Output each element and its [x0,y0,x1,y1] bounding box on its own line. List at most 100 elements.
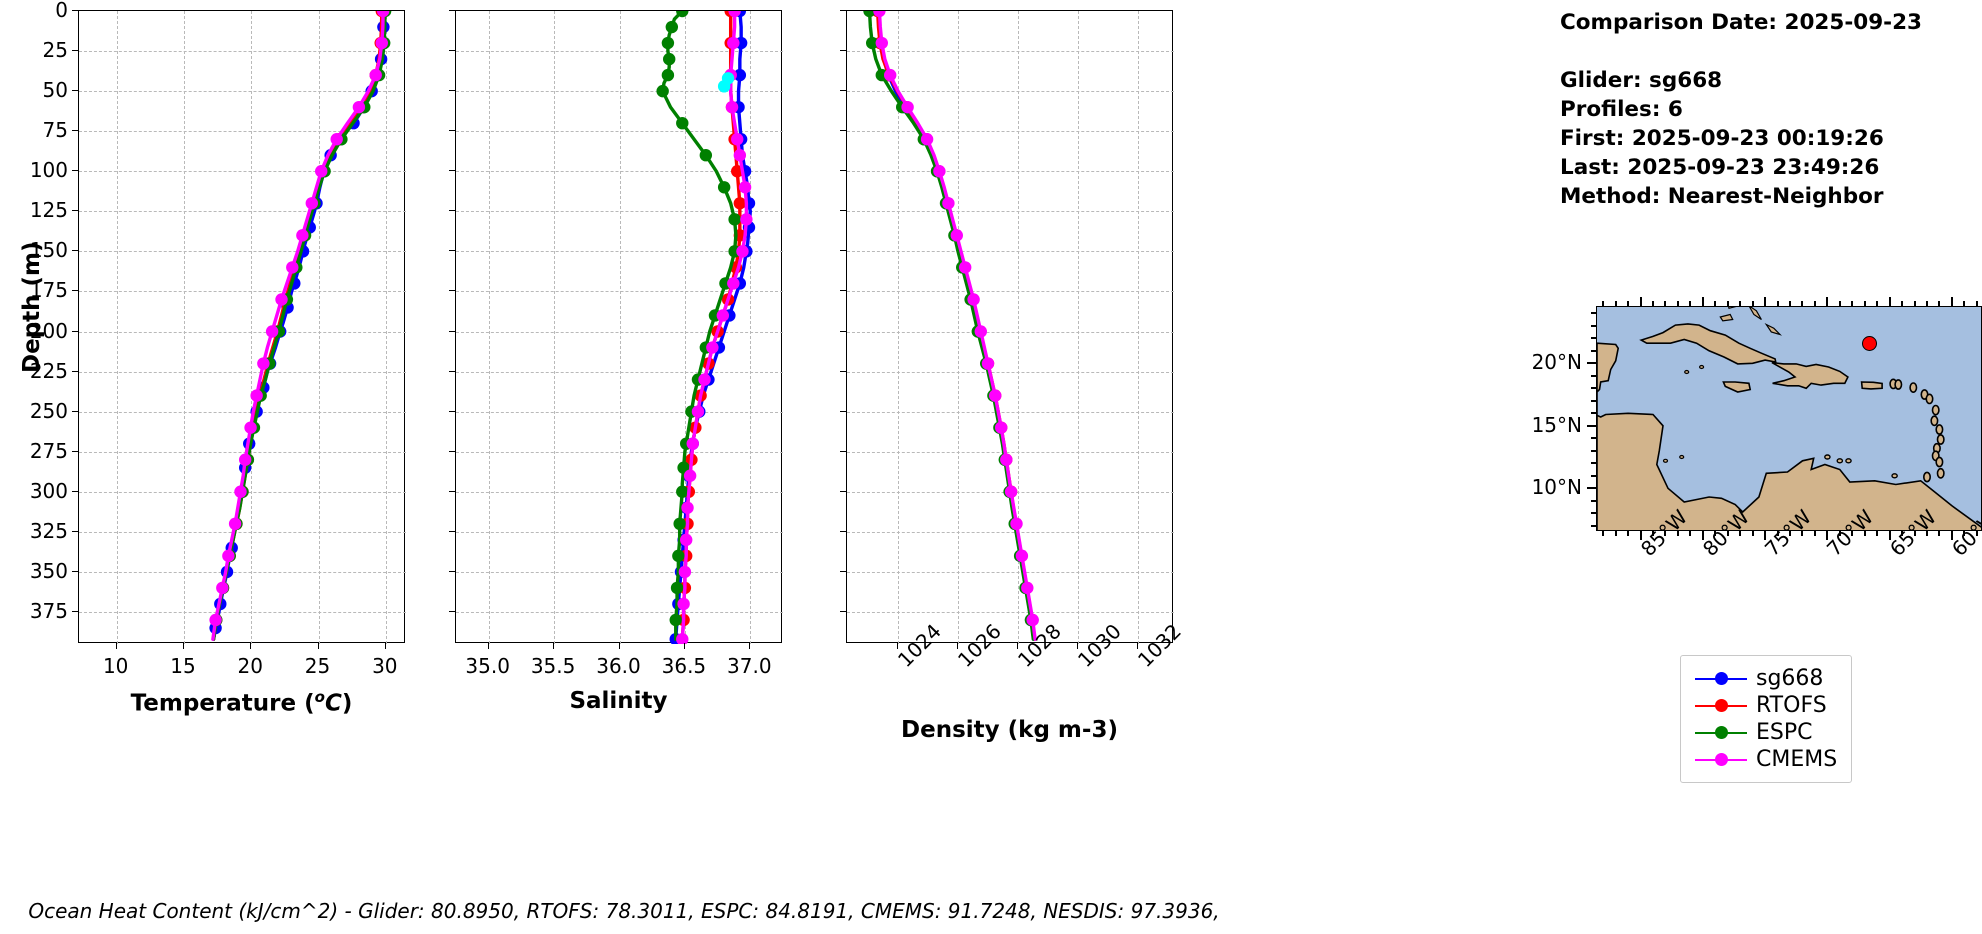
series-marker-cmems [216,581,229,595]
series-marker-cmems [733,149,747,162]
lesser-antilles-island [1925,393,1934,405]
lesser-antilles-island [1935,424,1944,435]
series-marker-espc [670,581,684,595]
y-tickmark [449,290,455,292]
series-line-espc [867,11,1036,641]
gridline-horizontal [456,91,783,93]
map-lon-minor-tickmark [1813,301,1816,306]
series-line-cmems [877,11,1037,641]
depth-axis-label: Depth (m) [19,241,45,373]
series-marker-espc [661,36,675,50]
series-marker-cmems [959,261,972,274]
series-marker-espc [676,116,689,130]
y-tick-label: 125 [29,198,68,223]
y-tick-label: 100 [29,158,68,183]
series-marker-cmems [1004,485,1018,498]
map-lon-minor-tickmark [1676,301,1679,306]
x-tick-label: 20 [237,654,263,678]
gridline-horizontal [847,451,1174,453]
gridline-horizontal [847,211,1174,213]
y-tick-label: 150 [29,238,68,263]
gridline-vertical [318,11,320,644]
y-tickmark [449,610,455,612]
y-tickmark [449,370,455,372]
y-tickmark [840,10,846,11]
gridline-horizontal [79,611,406,613]
map-lon-minor-tickmark [1627,301,1630,306]
y-tick-label: 200 [29,318,68,343]
series-marker-sg668 [733,68,747,82]
map-lon-minor-tickmark [1751,531,1754,536]
map-lon-minor-tickmark [1602,531,1605,536]
series-marker-cmems [681,501,694,514]
map-lon-minor-tickmark [1901,531,1904,536]
x-tick-label: 35.0 [465,654,510,678]
map-lat-tickmark [1587,424,1596,427]
map-lon-tickmark [1639,297,1642,306]
series-marker-cmems [736,245,749,258]
profile-plot-area [209,11,392,641]
y-tick-label: 250 [29,398,68,423]
map-lat-minor-tickmark [1591,462,1596,465]
y-tickmark [72,130,78,132]
map-lat-minor-tickmark [1591,449,1596,452]
series-marker-cmems [1021,581,1034,595]
legend-item-rtofs[interactable]: RTOFS [1695,692,1837,719]
series-marker-cmems [677,597,690,611]
small-island [1662,458,1669,463]
map-lon-minor-tickmark [1689,301,1692,306]
y-tickmark [72,490,78,492]
x-tick-label: 25 [304,654,331,678]
y-tickmark [840,610,846,612]
map-lon-minor-tickmark [1714,301,1717,306]
map-lat-minor-tickmark [1591,524,1596,527]
y-tick-label: 275 [29,438,68,463]
map-lon-minor-tickmark [1838,301,1841,306]
y-tickmark [449,570,455,572]
abc-island [1836,458,1844,464]
gridline-horizontal [847,611,1174,613]
series-marker-cmems [275,293,288,306]
lesser-antilles-island [1935,456,1944,468]
x-tickmark [1137,643,1138,649]
map-lon-minor-tickmark [1963,531,1966,536]
map-lat-label: 15°N [1531,412,1582,437]
small-island [1698,364,1705,370]
legend-item-espc[interactable]: ESPC [1695,719,1837,746]
legend-item-cmems[interactable]: CMEMS [1695,746,1837,773]
y-tick-label: 25 [42,38,68,63]
gridline-horizontal [847,51,1174,53]
gridline-vertical [1138,11,1139,644]
series-marker-cmems [901,100,914,114]
gridline-horizontal [847,531,1174,533]
legend-item-sg668[interactable]: sg668 [1695,665,1837,692]
y-tickmark [72,450,78,452]
glider-position-marker [1862,335,1878,351]
map-lat-tickmark [1587,362,1596,365]
gridline-horizontal [79,531,406,533]
series-marker-espc [672,549,685,563]
lesser-antilles-island [1936,467,1945,479]
series-marker-cmems [678,565,692,579]
series-marker-cmems [740,213,753,226]
y-tickmark [72,10,78,11]
series-marker-cmems [1010,517,1023,531]
y-tickmark [449,210,455,212]
x-tick-label: 35.5 [530,654,576,678]
x-tick-label: 10 [102,654,129,678]
series-marker-cmems [305,197,318,210]
map-lon-minor-tickmark [1876,301,1879,306]
y-tickmark [72,170,78,172]
series-marker-cmems [738,181,752,194]
x-tickmark [115,643,117,649]
y-tickmark [840,50,846,52]
gridline-vertical [684,11,686,644]
y-tick-label: 350 [29,558,68,583]
gridline-horizontal [79,571,406,573]
y-tickmark [449,490,455,492]
gridline-vertical [1018,11,1019,644]
y-tick-label: 0 [55,0,68,22]
map-lat-label: 20°N [1531,350,1582,375]
map-lon-minor-tickmark [1876,531,1879,536]
y-tickmark [72,290,78,292]
